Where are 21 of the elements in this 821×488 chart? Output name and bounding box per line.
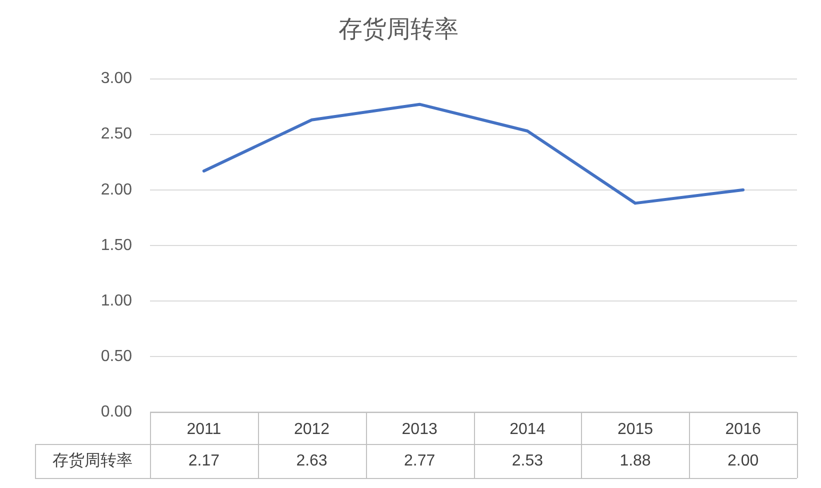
data-label: 2.77: [404, 452, 436, 470]
x-tick-label: 2011: [186, 421, 222, 438]
y-tick-label: 0.50: [100, 348, 132, 365]
x-tick-label: 2014: [510, 421, 546, 438]
text: 存货周转率: [52, 451, 132, 470]
y-tick-label: 0.00: [100, 403, 132, 420]
data-label: 2.53: [512, 452, 544, 470]
y-tick-label: 1.50: [100, 236, 132, 254]
x-tick-label: 2013: [402, 421, 438, 438]
y-tick-label: 3.00: [100, 70, 132, 88]
x-tick-label: 2016: [725, 421, 761, 438]
x-tick-label: 2015: [617, 421, 654, 438]
y-tick-label: 1.00: [100, 292, 132, 310]
x-tick-label: 2012: [294, 421, 330, 438]
y-tick-label: 2.50: [100, 126, 132, 143]
data-label: 2.63: [296, 452, 328, 470]
y-tick-label: 2.00: [100, 181, 132, 198]
data-label: 2.17: [188, 452, 220, 470]
chart-title: 存货周转率: [338, 16, 458, 44]
data-label: 1.88: [620, 452, 651, 470]
data-label: 2.00: [728, 452, 759, 470]
